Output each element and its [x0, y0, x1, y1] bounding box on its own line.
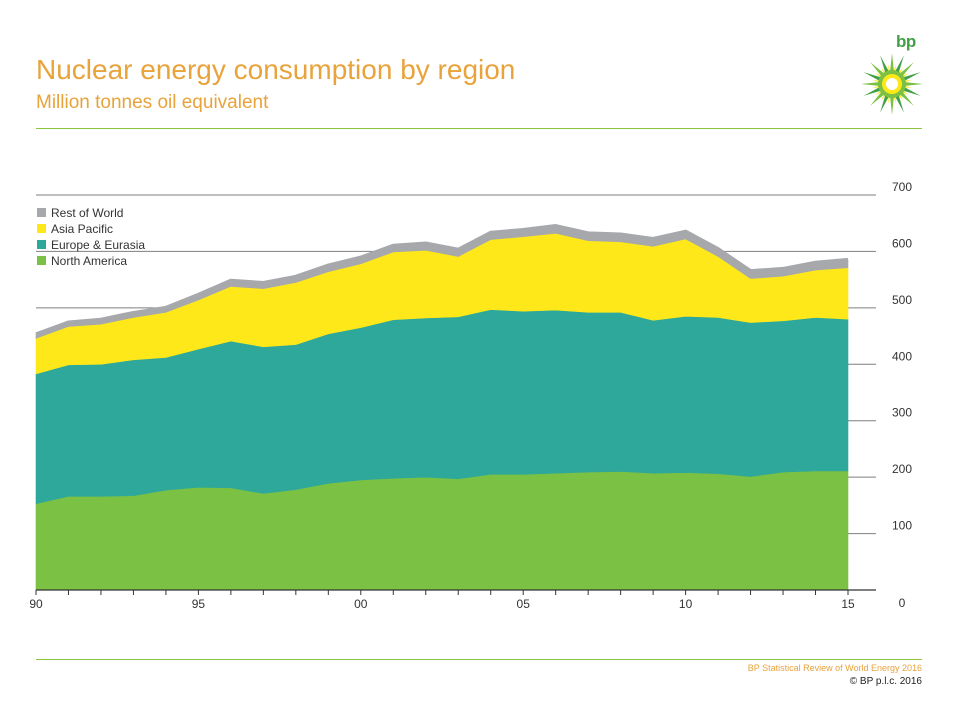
legend: Rest of World Asia Pacific Europe & Eurasi…: [37, 206, 145, 268]
chart-title: Nuclear energy consumption by region: [36, 54, 516, 85]
header-divider: [36, 128, 922, 129]
legend-label: Asia Pacific: [51, 222, 113, 236]
bp-logo-text: bp: [896, 32, 916, 51]
footer-divider: [36, 659, 922, 660]
area-rest-of-world-edge: [35, 224, 849, 337]
y-tick-label: 300: [892, 406, 912, 420]
chart-subtitle: Million tonnes oil equivalent: [36, 92, 269, 113]
x-tick-label: 90: [29, 597, 43, 611]
y-tick-label: 400: [892, 349, 912, 363]
legend-swatch: [37, 208, 46, 217]
y-tick-label: 600: [892, 236, 912, 250]
legend-label: Rest of World: [51, 206, 123, 220]
legend-swatch: [37, 256, 46, 265]
copyright-note: © BP p.l.c. 2016: [849, 676, 922, 687]
y-tick-label: 100: [892, 519, 912, 533]
bp-helios-logo-icon: [861, 53, 923, 115]
legend-label: North America: [51, 254, 127, 268]
stacked-areas: [35, 224, 849, 591]
y-tick-label: 700: [892, 180, 912, 194]
legend-label: Europe & Eurasia: [51, 238, 145, 252]
x-tick-label: 15: [841, 597, 855, 611]
legend-swatch: [37, 224, 46, 233]
legend-swatch: [37, 240, 46, 249]
x-tick-label: 10: [679, 597, 693, 611]
x-tick-label: 05: [517, 597, 531, 611]
y-tick-label: 500: [892, 293, 912, 307]
x-tick-label: 00: [354, 597, 368, 611]
axes: 90 95 00 05 10 15 0 100 200 300 400 500 600 700: [29, 180, 912, 611]
source-note: BP Statistical Review of World Energy 20…: [747, 663, 922, 673]
y-tick-label: 200: [892, 462, 912, 476]
x-tick-label: 95: [192, 597, 206, 611]
y-tick-label: 0: [899, 596, 906, 610]
